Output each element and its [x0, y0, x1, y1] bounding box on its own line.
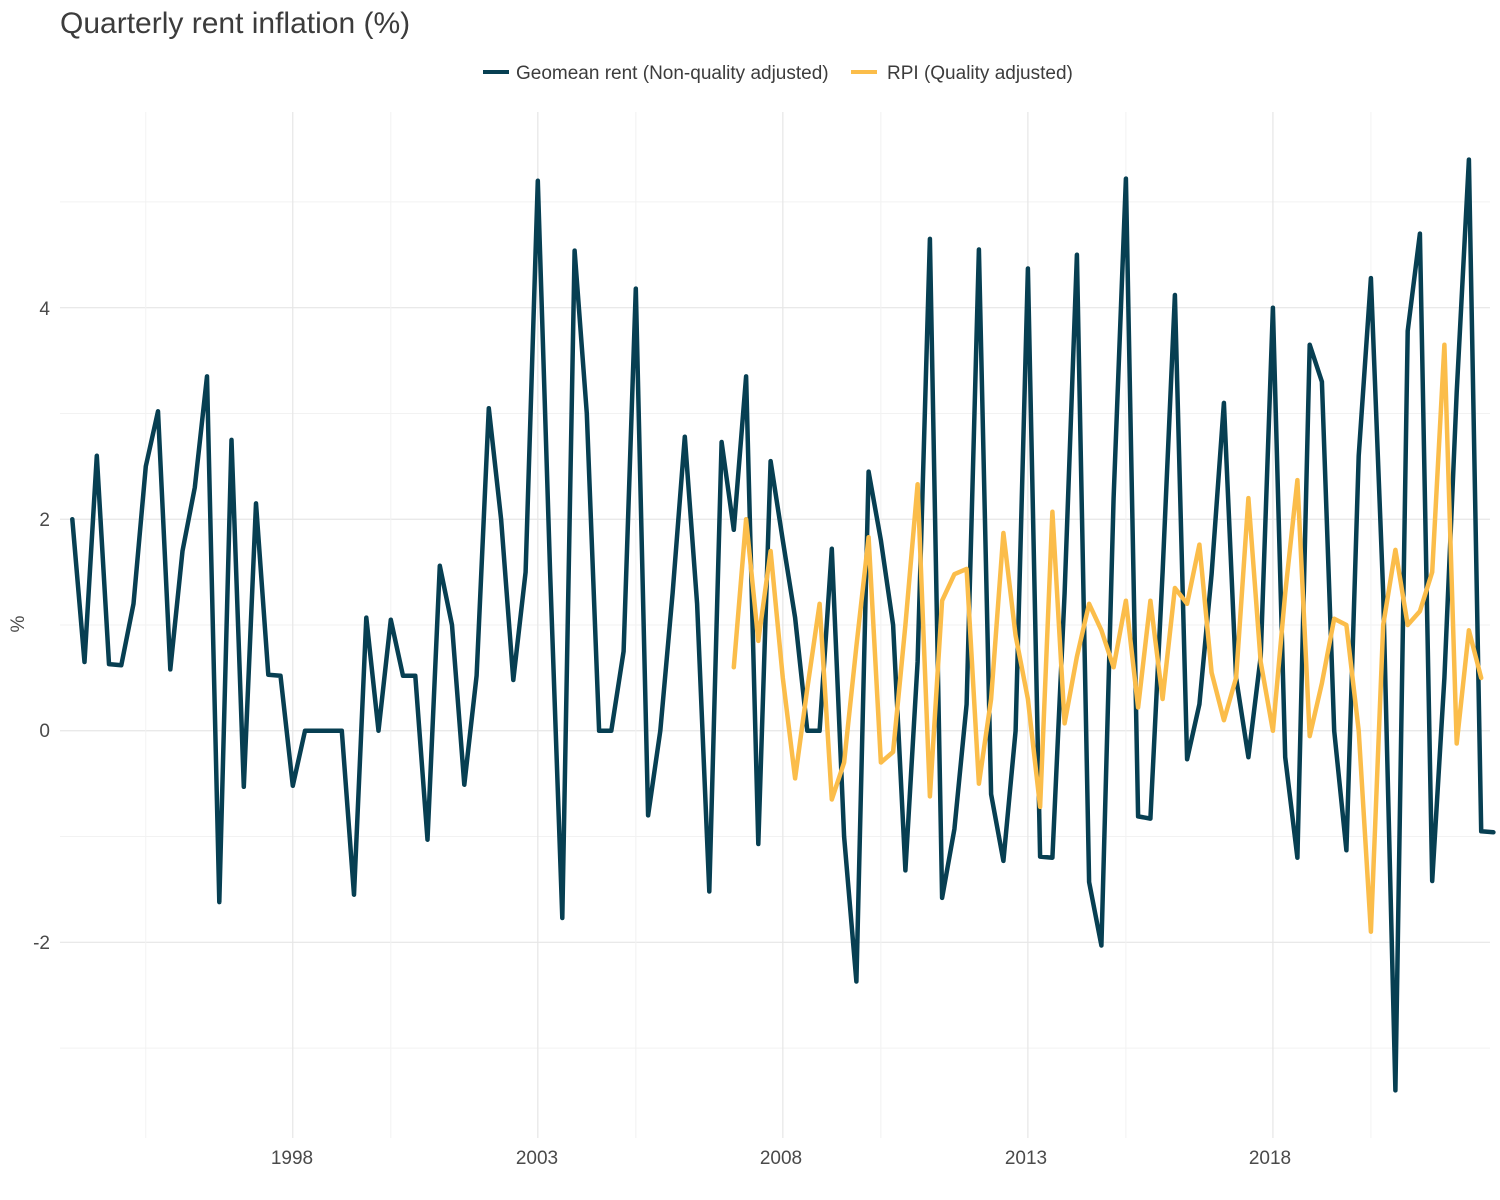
legend-label-rpi: RPI (Quality adjusted) [887, 63, 1073, 84]
x-tick-label: 2003 [516, 1148, 558, 1169]
legend: Geomean rent (Non-quality adjusted) RPI … [483, 63, 1073, 84]
series-layer [70, 157, 1496, 1093]
y-tick-label: 2 [39, 510, 50, 531]
y-axis-title: % [8, 615, 29, 632]
x-tick-label: 2018 [1249, 1148, 1291, 1169]
y-axis: -2 0 2 4 [33, 299, 50, 954]
gridlines [60, 112, 1490, 1138]
y-tick-label: 4 [39, 299, 50, 320]
x-tick-label: 1998 [271, 1148, 313, 1169]
x-tick-label: 2013 [1005, 1148, 1047, 1169]
y-tick-label: 0 [39, 721, 50, 742]
series-line-geomean-rent [70, 157, 1496, 1093]
legend-label-geomean: Geomean rent (Non-quality adjusted) [516, 63, 829, 84]
x-tick-label: 2008 [760, 1148, 802, 1169]
x-axis: 1998 2003 2008 2013 2018 [271, 1148, 1291, 1169]
chart-title: Quarterly rent inflation (%) [60, 7, 410, 40]
y-tick-label: -2 [33, 933, 50, 954]
series-line-rpi [731, 342, 1484, 934]
